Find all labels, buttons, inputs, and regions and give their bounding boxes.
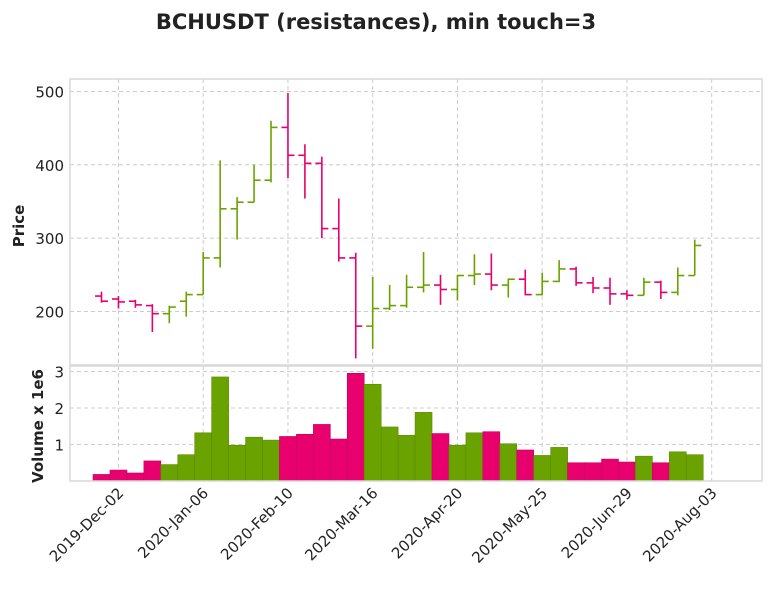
volume-bar: [397, 435, 416, 482]
volume-bar: [296, 433, 314, 482]
volume-bar: [533, 455, 551, 482]
volume-bar: [262, 439, 280, 482]
volume-bar: [448, 444, 467, 482]
volume-axis-label: Volume x 1e6: [29, 369, 47, 483]
x-tick-label: 2020-Jun-29: [558, 484, 636, 562]
x-tick-label: 2020-Aug-03: [639, 484, 720, 565]
volume-bar: [584, 462, 602, 482]
price-panel-frame: [69, 78, 763, 366]
volume-bar: [414, 412, 433, 482]
volume-bar: [160, 464, 179, 482]
volume-bars: [92, 373, 704, 482]
volume-bar: [380, 426, 399, 482]
volume-bar: [143, 460, 162, 482]
price-tick-label: 300: [35, 230, 64, 248]
volume-bar: [601, 458, 619, 482]
volume-bar: [465, 432, 484, 482]
volume-bar: [652, 462, 670, 482]
x-tick-label: 2020-May-25: [468, 484, 551, 567]
volume-bar: [126, 472, 145, 482]
volume-bar: [685, 454, 704, 482]
volume-bar: [194, 432, 212, 482]
volume-bar: [482, 431, 501, 482]
price-axis-label: Price: [10, 205, 28, 248]
volume-bar: [669, 451, 687, 482]
x-tick-label: 2020-Mar-16: [301, 484, 381, 564]
x-tick-label: 2020-Feb-10: [217, 484, 297, 564]
x-tick-label: 2019-Dec-02: [46, 484, 127, 565]
volume-bar: [177, 454, 196, 482]
volume-bar: [92, 474, 111, 482]
volume-bar: [330, 438, 348, 482]
volume-tick-label: 1: [54, 436, 64, 454]
volume-bar: [363, 383, 382, 482]
volume-bar: [550, 447, 568, 482]
volume-bar: [109, 469, 128, 482]
volume-bar: [313, 424, 331, 482]
ohlc-series: [95, 92, 702, 359]
volume-bar: [346, 373, 365, 482]
volume-bar: [516, 449, 535, 482]
volume-bar: [228, 444, 246, 482]
volume-tick-label: 3: [54, 363, 64, 381]
volume-bar: [245, 436, 263, 482]
volume-bar: [635, 455, 653, 482]
x-tick-label: 2020-Apr-20: [388, 484, 466, 562]
volume-bar: [618, 461, 636, 482]
chart-title: BCHUSDT (resistances), min touch=3: [156, 10, 596, 34]
volume-panel-frame: [69, 365, 763, 482]
volume-bar: [567, 462, 585, 482]
volume-bar: [499, 443, 518, 482]
price-tick-label: 500: [35, 83, 64, 101]
price-tick-label: 200: [35, 303, 64, 321]
volume-bar: [279, 436, 297, 482]
x-tick-label: 2020-Jan-06: [134, 484, 212, 562]
volume-bar: [431, 433, 450, 482]
volume-tick-label: 2: [54, 400, 64, 418]
plot-frame: [69, 78, 763, 482]
volume-bar: [211, 376, 229, 482]
price-tick-label: 400: [35, 157, 64, 175]
